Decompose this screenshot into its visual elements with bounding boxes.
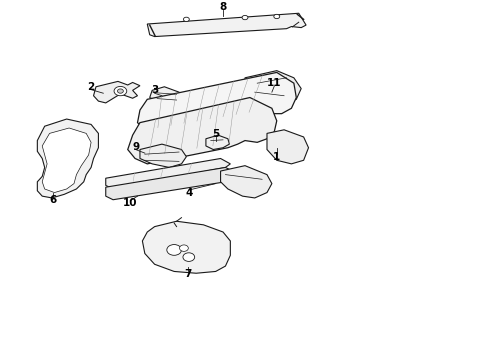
Polygon shape bbox=[94, 81, 140, 103]
Polygon shape bbox=[128, 98, 277, 164]
Polygon shape bbox=[147, 13, 306, 37]
Circle shape bbox=[274, 14, 280, 19]
Circle shape bbox=[242, 15, 248, 20]
Text: 9: 9 bbox=[133, 142, 140, 152]
Circle shape bbox=[118, 89, 123, 93]
Polygon shape bbox=[37, 119, 98, 198]
Polygon shape bbox=[150, 87, 184, 105]
Text: 5: 5 bbox=[212, 129, 220, 139]
Text: 2: 2 bbox=[87, 82, 95, 92]
Polygon shape bbox=[140, 144, 186, 167]
Polygon shape bbox=[143, 221, 230, 273]
Polygon shape bbox=[42, 128, 91, 193]
Text: 7: 7 bbox=[184, 269, 192, 279]
Polygon shape bbox=[206, 135, 229, 149]
Circle shape bbox=[183, 17, 189, 22]
Circle shape bbox=[179, 245, 188, 251]
Polygon shape bbox=[267, 130, 309, 164]
Circle shape bbox=[114, 86, 127, 96]
Polygon shape bbox=[245, 71, 301, 103]
Polygon shape bbox=[220, 166, 272, 198]
Polygon shape bbox=[138, 72, 296, 134]
Circle shape bbox=[183, 253, 195, 261]
Text: 6: 6 bbox=[50, 195, 57, 205]
Circle shape bbox=[167, 244, 181, 255]
Text: 1: 1 bbox=[273, 152, 280, 162]
Text: 10: 10 bbox=[123, 198, 137, 208]
Text: 3: 3 bbox=[151, 85, 158, 95]
Text: 11: 11 bbox=[267, 78, 282, 88]
Polygon shape bbox=[106, 167, 240, 200]
Text: 4: 4 bbox=[185, 188, 193, 198]
Polygon shape bbox=[106, 158, 230, 189]
Text: 8: 8 bbox=[220, 2, 227, 12]
